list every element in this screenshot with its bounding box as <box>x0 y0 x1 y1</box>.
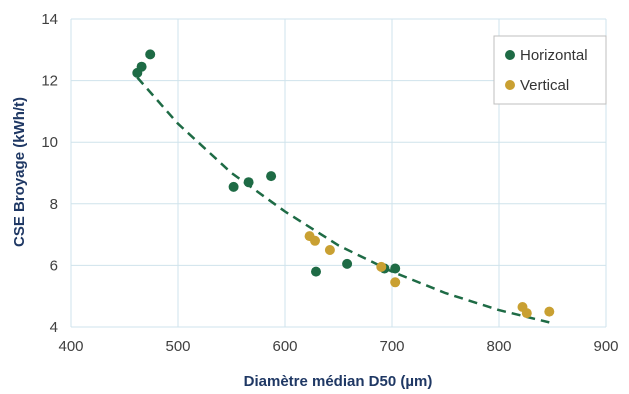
x-tick-label: 400 <box>58 338 83 355</box>
x-tick-labels: 400 500 600 700 800 900 <box>58 338 618 355</box>
y-tick-label: 10 <box>41 134 58 151</box>
data-point-horizontal <box>145 49 156 60</box>
legend-label-vertical: Vertical <box>520 77 569 94</box>
legend-marker-horizontal <box>505 50 515 60</box>
data-point-horizontal <box>136 61 147 72</box>
data-point-horizontal <box>266 171 277 182</box>
data-points <box>132 49 555 319</box>
data-point-horizontal <box>243 177 254 188</box>
data-point-vertical <box>376 261 387 272</box>
y-tick-labels: 4 6 8 10 12 14 <box>41 11 58 336</box>
x-tick-label: 900 <box>593 338 618 355</box>
x-tick-label: 800 <box>486 338 511 355</box>
trendline-path <box>136 76 550 324</box>
data-point-horizontal <box>311 266 321 277</box>
data-point-vertical <box>390 277 401 288</box>
y-tick-label: 4 <box>50 319 58 336</box>
x-tick-label: 700 <box>379 338 404 355</box>
trendline <box>136 76 550 324</box>
data-point-vertical <box>521 308 532 319</box>
data-point-vertical <box>310 235 320 246</box>
legend-marker-vertical <box>505 80 515 90</box>
x-tick-label: 500 <box>165 338 190 355</box>
y-tick-label: 12 <box>41 73 58 90</box>
data-point-horizontal <box>390 263 401 274</box>
data-point-vertical <box>324 245 335 255</box>
data-point-horizontal <box>342 258 353 269</box>
legend: Horizontal Vertical <box>493 35 607 105</box>
x-axis-title: Diamètre médian D50 (µm) <box>244 373 433 390</box>
data-point-horizontal <box>228 181 239 192</box>
y-axis-title: CSE Broyage (kWh/t) <box>11 97 28 247</box>
y-tick-label: 8 <box>50 196 58 213</box>
x-tick-label: 600 <box>272 338 297 355</box>
legend-box <box>493 35 607 105</box>
data-point-vertical <box>544 306 555 317</box>
y-tick-label: 6 <box>50 257 58 274</box>
legend-label-horizontal: Horizontal <box>520 47 588 64</box>
y-tick-label: 14 <box>41 11 58 28</box>
